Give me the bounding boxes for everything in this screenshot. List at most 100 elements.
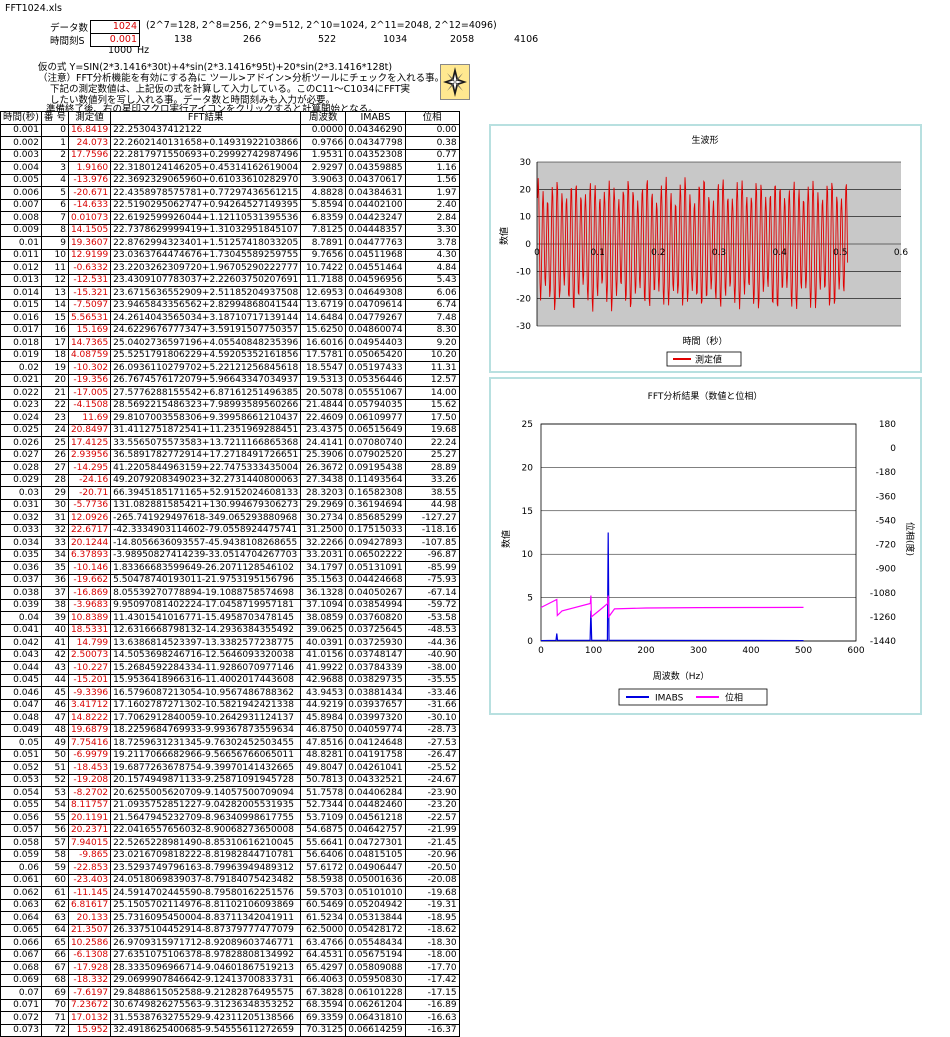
cell-time[interactable]: 0.013: [0, 273, 42, 287]
cell-measured[interactable]: 21.3507: [67, 923, 112, 937]
cell-phase[interactable]: -31.66: [404, 698, 460, 712]
cell-time[interactable]: 0.012: [0, 261, 42, 275]
cell-index[interactable]: 13: [40, 286, 69, 300]
cell-frequency[interactable]: 2.9297: [300, 161, 347, 175]
cell-phase[interactable]: 12.57: [404, 373, 460, 387]
cell-phase[interactable]: -21.99: [404, 823, 460, 837]
cell-fft[interactable]: 19.6877263678754-9.39970141432665: [110, 761, 302, 775]
cell-measured[interactable]: 2.93956: [67, 448, 112, 462]
cell-phase[interactable]: 10.20: [404, 348, 460, 362]
cell-frequency[interactable]: 49.8047: [300, 761, 347, 775]
cell-imabs[interactable]: 0.04561218: [345, 811, 406, 825]
cell-frequency[interactable]: 25.3906: [300, 448, 347, 462]
cell-imabs[interactable]: 0.04370617: [345, 173, 406, 187]
cell-time[interactable]: 0.057: [0, 823, 42, 837]
cell-measured[interactable]: -15.201: [67, 673, 112, 687]
time-step-input[interactable]: 0.001: [90, 33, 140, 47]
cell-imabs[interactable]: 0.03937657: [345, 698, 406, 712]
cell-index[interactable]: 34: [40, 548, 69, 562]
cell-imabs[interactable]: 0.07902520: [345, 448, 406, 462]
cell-measured[interactable]: -3.9683: [67, 598, 112, 612]
cell-imabs[interactable]: 0.07080740: [345, 436, 406, 450]
cell-time[interactable]: 0.019: [0, 348, 42, 362]
cell-imabs[interactable]: 0.04448357: [345, 223, 406, 237]
cell-time[interactable]: 0.029: [0, 473, 42, 487]
cell-fft[interactable]: -42.3334903114602-79.0558924475741: [110, 523, 302, 537]
cell-phase[interactable]: 8.30: [404, 323, 460, 337]
cell-phase[interactable]: 15.62: [404, 398, 460, 412]
cell-imabs[interactable]: 0.04059774: [345, 723, 406, 737]
cell-frequency[interactable]: 46.8750: [300, 723, 347, 737]
cell-index[interactable]: 55: [40, 811, 69, 825]
cell-phase[interactable]: 1.16: [404, 161, 460, 175]
cell-imabs[interactable]: 0.85685299: [345, 511, 406, 525]
cell-fft[interactable]: 22.4358978575781+0.77297436561215: [110, 186, 302, 200]
cell-index[interactable]: 58: [40, 848, 69, 862]
cell-measured[interactable]: -19.356: [67, 373, 112, 387]
cell-time[interactable]: 0.032: [0, 511, 42, 525]
cell-index[interactable]: 16: [40, 323, 69, 337]
cell-measured[interactable]: -13.976: [67, 173, 112, 187]
cell-imabs[interactable]: 0.05809088: [345, 961, 406, 975]
compass-star-macro-icon[interactable]: [440, 64, 470, 100]
cell-phase[interactable]: -17.70: [404, 961, 460, 975]
cell-index[interactable]: 47: [40, 711, 69, 725]
cell-frequency[interactable]: 14.6484: [300, 311, 347, 325]
cell-time[interactable]: 0.04: [0, 611, 42, 625]
cell-frequency[interactable]: 56.6406: [300, 848, 347, 862]
cell-fft[interactable]: 29.0699907846642-9.12413700833731: [110, 973, 302, 987]
cell-frequency[interactable]: 34.1797: [300, 561, 347, 575]
cell-imabs[interactable]: 0.04906447: [345, 861, 406, 875]
cell-fft[interactable]: 22.7378629999419+1.31032951845107: [110, 223, 302, 237]
cell-measured[interactable]: -9.3396: [67, 686, 112, 700]
cell-phase[interactable]: -107.85: [404, 536, 460, 550]
cell-measured[interactable]: -15.321: [67, 286, 112, 300]
cell-fft[interactable]: 131.082881585421+130.994679306273: [110, 498, 302, 512]
cell-time[interactable]: 0.005: [0, 173, 42, 187]
cell-imabs[interactable]: 0.06101228: [345, 986, 406, 1000]
cell-time[interactable]: 0.07: [0, 986, 42, 1000]
cell-frequency[interactable]: 0.0000: [300, 123, 347, 137]
cell-index[interactable]: 40: [40, 623, 69, 637]
cell-index[interactable]: 64: [40, 923, 69, 937]
cell-phase[interactable]: -33.46: [404, 686, 460, 700]
cell-time[interactable]: 0.03: [0, 486, 42, 500]
cell-frequency[interactable]: 53.7109: [300, 811, 347, 825]
cell-phase[interactable]: -35.55: [404, 673, 460, 687]
cell-time[interactable]: 0.038: [0, 586, 42, 600]
cell-frequency[interactable]: 32.2266: [300, 536, 347, 550]
cell-frequency[interactable]: 30.2734: [300, 511, 347, 525]
cell-fft[interactable]: 14.5053698246716-12.5646093320038: [110, 648, 302, 662]
cell-fft[interactable]: 8.05539270778894-19.1088758574698: [110, 586, 302, 600]
cell-imabs[interactable]: 0.04727301: [345, 836, 406, 850]
cell-fft[interactable]: 16.5796087213054-10.9567486788362: [110, 686, 302, 700]
cell-measured[interactable]: 17.0132: [67, 1011, 112, 1025]
cell-measured[interactable]: 20.1191: [67, 811, 112, 825]
cell-imabs[interactable]: 0.06502222: [345, 548, 406, 562]
cell-imabs[interactable]: 0.05548434: [345, 936, 406, 950]
cell-imabs[interactable]: 0.04954403: [345, 336, 406, 350]
cell-time[interactable]: 0.052: [0, 761, 42, 775]
cell-imabs[interactable]: 0.05950830: [345, 973, 406, 987]
cell-time[interactable]: 0.058: [0, 836, 42, 850]
cell-imabs[interactable]: 0.05131091: [345, 561, 406, 575]
cell-fft[interactable]: 22.5265228981490-8.85310616210045: [110, 836, 302, 850]
cell-fft[interactable]: 33.5565075573583+13.7211166865368: [110, 436, 302, 450]
cell-index[interactable]: 38: [40, 598, 69, 612]
cell-phase[interactable]: 7.48: [404, 311, 460, 325]
cell-frequency[interactable]: 7.8125: [300, 223, 347, 237]
cell-phase[interactable]: -67.14: [404, 586, 460, 600]
cell-fft[interactable]: 41.2205844963159+22.7475333435004: [110, 461, 302, 475]
cell-measured[interactable]: -17.928: [67, 961, 112, 975]
cell-fft[interactable]: 20.6255005620709-9.14057500709094: [110, 786, 302, 800]
cell-frequency[interactable]: 20.5078: [300, 386, 347, 400]
cell-time[interactable]: 0.018: [0, 336, 42, 350]
cell-fft[interactable]: 22.3180124146205+0.45314162619004: [110, 161, 302, 175]
cell-phase[interactable]: 2.84: [404, 211, 460, 225]
cell-index[interactable]: 48: [40, 723, 69, 737]
cell-phase[interactable]: -18.00: [404, 948, 460, 962]
cell-phase[interactable]: -53.58: [404, 611, 460, 625]
cell-measured[interactable]: -10.227: [67, 661, 112, 675]
cell-phase[interactable]: 17.50: [404, 411, 460, 425]
cell-phase[interactable]: -40.90: [404, 648, 460, 662]
